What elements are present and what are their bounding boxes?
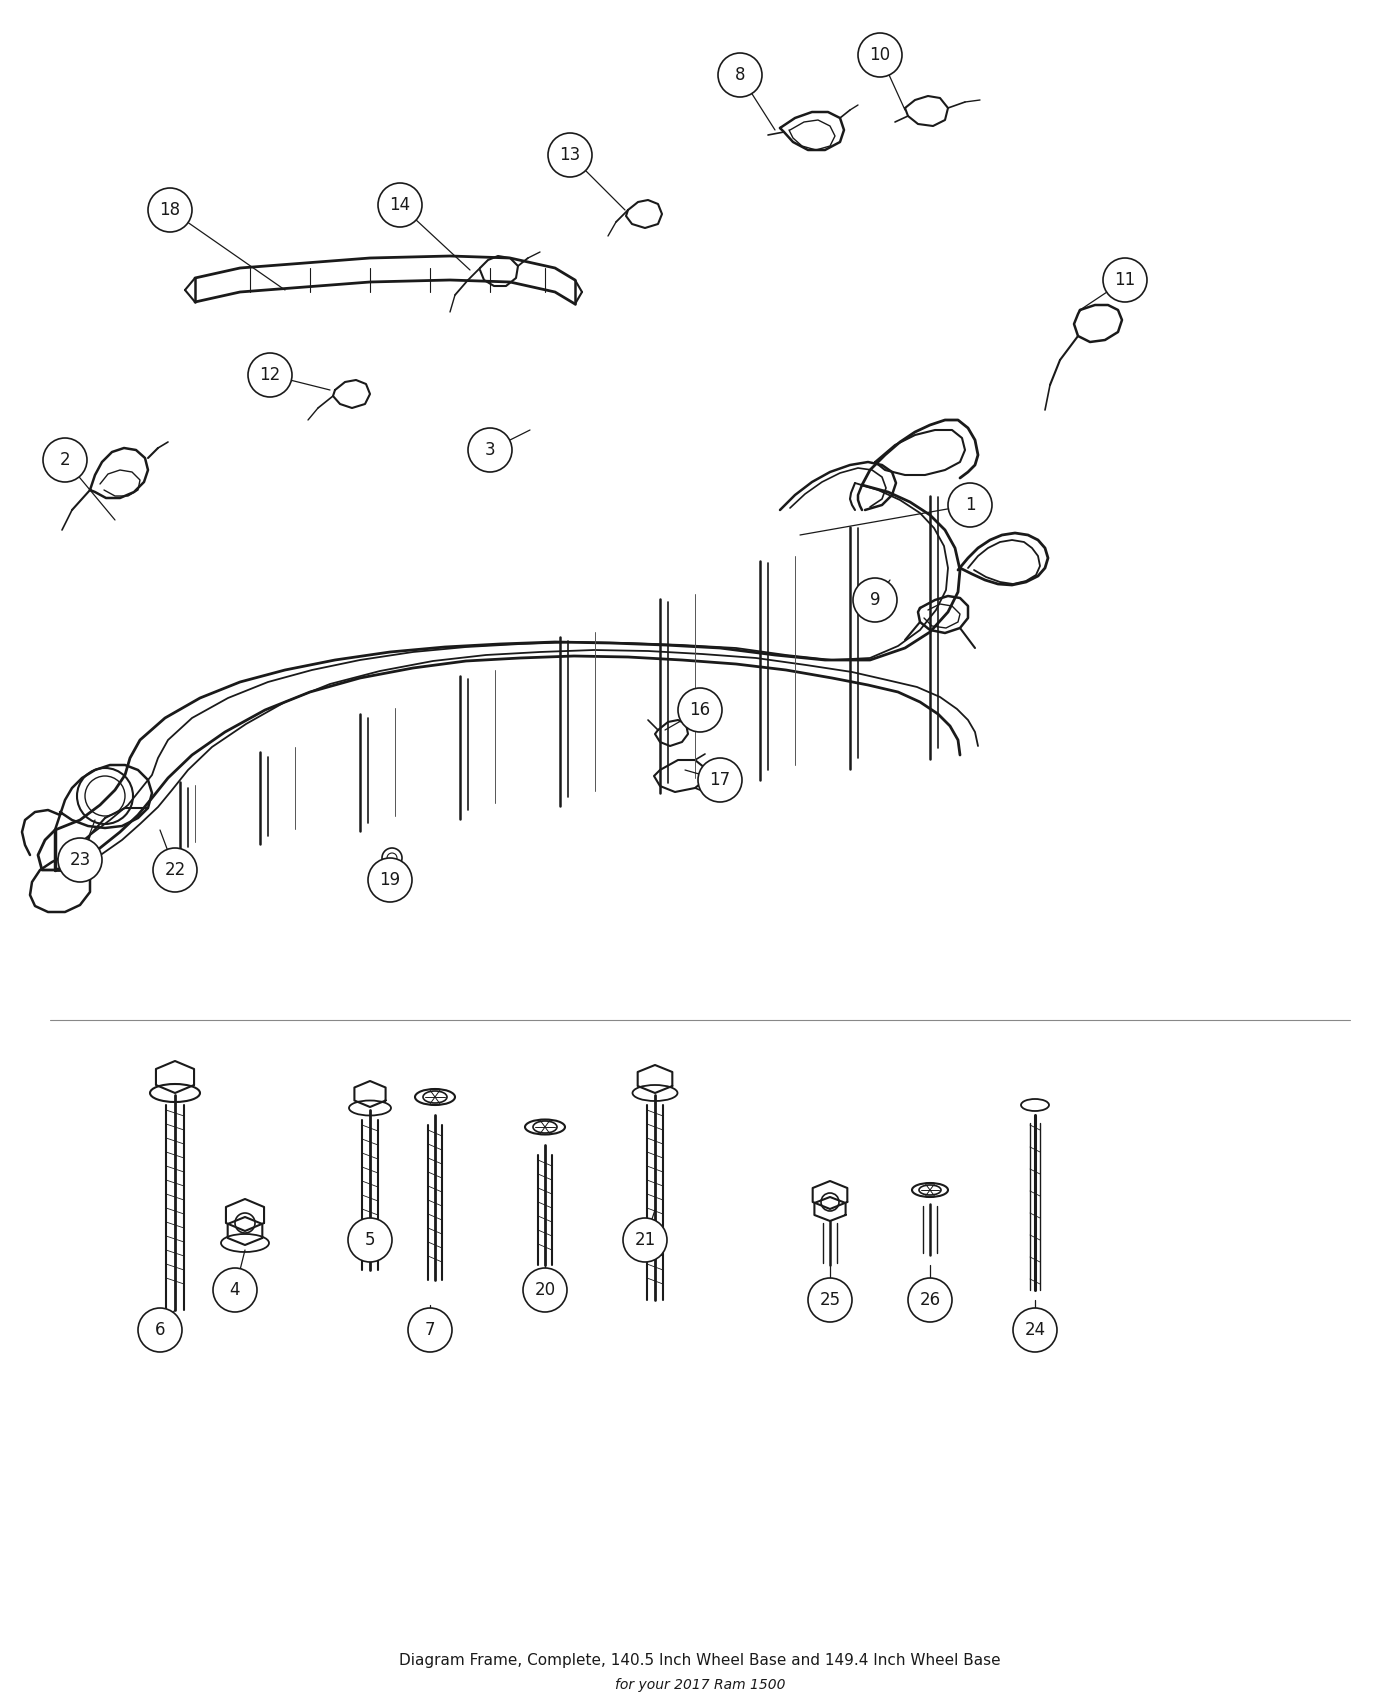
Circle shape xyxy=(718,53,762,97)
Circle shape xyxy=(248,354,293,398)
Circle shape xyxy=(623,1217,666,1261)
Circle shape xyxy=(57,838,102,882)
Text: 24: 24 xyxy=(1025,1321,1046,1340)
Circle shape xyxy=(349,1217,392,1261)
Circle shape xyxy=(948,483,993,527)
Text: 9: 9 xyxy=(869,592,881,609)
Circle shape xyxy=(678,688,722,733)
Text: Diagram Frame, Complete, 140.5 Inch Wheel Base and 149.4 Inch Wheel Base: Diagram Frame, Complete, 140.5 Inch Whee… xyxy=(399,1652,1001,1668)
Text: 12: 12 xyxy=(259,366,280,384)
Circle shape xyxy=(468,428,512,473)
Text: 4: 4 xyxy=(230,1282,241,1299)
Text: 1: 1 xyxy=(965,496,976,513)
Text: 20: 20 xyxy=(535,1282,556,1299)
Circle shape xyxy=(368,858,412,903)
Circle shape xyxy=(153,848,197,892)
Text: for your 2017 Ram 1500: for your 2017 Ram 1500 xyxy=(615,1678,785,1692)
Circle shape xyxy=(524,1268,567,1312)
Text: 3: 3 xyxy=(484,440,496,459)
Circle shape xyxy=(909,1278,952,1323)
Text: 6: 6 xyxy=(155,1321,165,1340)
Circle shape xyxy=(213,1268,258,1312)
Text: 11: 11 xyxy=(1114,270,1135,289)
Text: 17: 17 xyxy=(710,772,731,789)
Text: 2: 2 xyxy=(60,450,70,469)
Text: 22: 22 xyxy=(164,860,186,879)
Circle shape xyxy=(43,439,87,483)
Text: 19: 19 xyxy=(379,870,400,889)
Circle shape xyxy=(699,758,742,802)
Text: 26: 26 xyxy=(920,1290,941,1309)
Text: 21: 21 xyxy=(634,1231,655,1250)
Text: 13: 13 xyxy=(560,146,581,163)
Circle shape xyxy=(139,1307,182,1352)
Circle shape xyxy=(547,133,592,177)
Text: 23: 23 xyxy=(70,852,91,869)
Circle shape xyxy=(407,1307,452,1352)
Text: 14: 14 xyxy=(389,196,410,214)
Text: 8: 8 xyxy=(735,66,745,83)
Text: 5: 5 xyxy=(365,1231,375,1250)
Circle shape xyxy=(148,189,192,231)
Text: 7: 7 xyxy=(424,1321,435,1340)
Text: 18: 18 xyxy=(160,201,181,219)
Circle shape xyxy=(858,32,902,76)
Circle shape xyxy=(808,1278,853,1323)
Circle shape xyxy=(1014,1307,1057,1352)
Text: 25: 25 xyxy=(819,1290,840,1309)
Circle shape xyxy=(1103,258,1147,303)
Text: 10: 10 xyxy=(869,46,890,65)
Circle shape xyxy=(853,578,897,622)
Circle shape xyxy=(378,184,421,228)
Text: 16: 16 xyxy=(689,700,711,719)
